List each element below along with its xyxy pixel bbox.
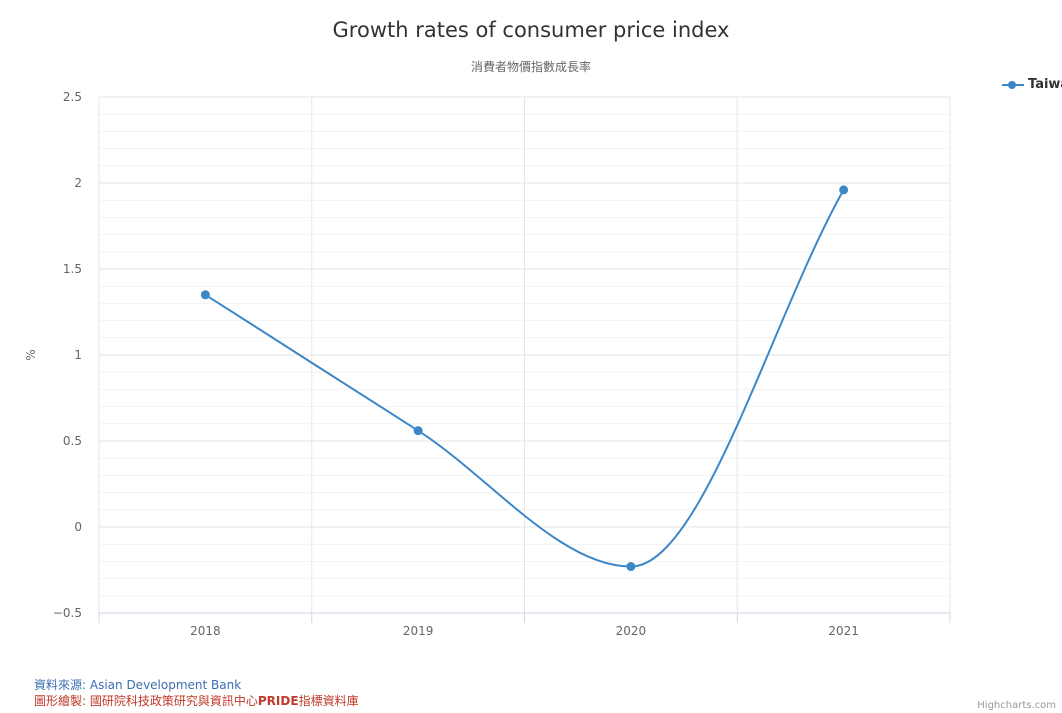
data-point[interactable] (200, 290, 210, 300)
x-tick-label: 2021 (828, 624, 859, 638)
credit-label: 圖形繪製: (34, 694, 87, 708)
legend-label: Taiwan (1028, 77, 1062, 92)
x-tick-label: 2018 (190, 624, 221, 638)
y-tick-label: 1.5 (63, 262, 82, 276)
data-point[interactable] (839, 185, 849, 195)
x-tick-label: 2020 (616, 624, 647, 638)
series-line (204, 189, 845, 568)
x-axis-ticks: 2018 2019 2020 2021 (190, 624, 859, 638)
data-point[interactable] (626, 562, 636, 572)
credit-value-prefix: 國研院科技政策研究與資訊中心 (89, 694, 258, 708)
credit-value: 國研院科技政策研究與資訊中心PRIDE指標資料庫 (90, 694, 359, 708)
source-line: 資料來源: Asian Development Bank (34, 677, 359, 693)
y-tick-label: 2 (74, 176, 82, 190)
x-axis (98, 612, 951, 623)
chart-title: Growth rates of consumer price index (332, 18, 730, 42)
vertical-gridlines (98, 97, 951, 613)
y-tick-label: 2.5 (63, 90, 82, 104)
legend-item-taiwan[interactable]: Taiwan (1002, 77, 1062, 92)
credit-value-bold: PRIDE (257, 694, 299, 708)
source-value: Asian Development Bank (89, 678, 242, 692)
y-tick-label: 0 (74, 520, 82, 534)
legend-line-icon (1002, 80, 1024, 90)
source-block: 資料來源: Asian Development Bank 圖形繪製: 國研院科技… (34, 677, 359, 709)
series-points-taiwan (200, 185, 849, 572)
credit-line: 圖形繪製: 國研院科技政策研究與資訊中心PRIDE指標資料庫 (34, 693, 359, 709)
y-tick-label: −0.5 (53, 606, 82, 620)
series-line-taiwan (204, 189, 845, 568)
chart-subtitle: 消費者物價指數成長率 (470, 60, 591, 74)
data-point[interactable] (413, 426, 423, 436)
source-label: 資料來源: (34, 678, 87, 692)
y-tick-label: 0.5 (63, 434, 82, 448)
highcharts-credit-link[interactable]: Highcharts.com (977, 700, 1056, 711)
y-tick-label: 1 (74, 348, 82, 362)
credit-value-suffix: 指標資料庫 (298, 694, 359, 708)
x-tick-label: 2019 (403, 624, 434, 638)
y-axis-ticks: −0.5 0 0.5 1 1.5 2 2.5 (53, 90, 82, 620)
y-axis-label: % (24, 349, 38, 360)
